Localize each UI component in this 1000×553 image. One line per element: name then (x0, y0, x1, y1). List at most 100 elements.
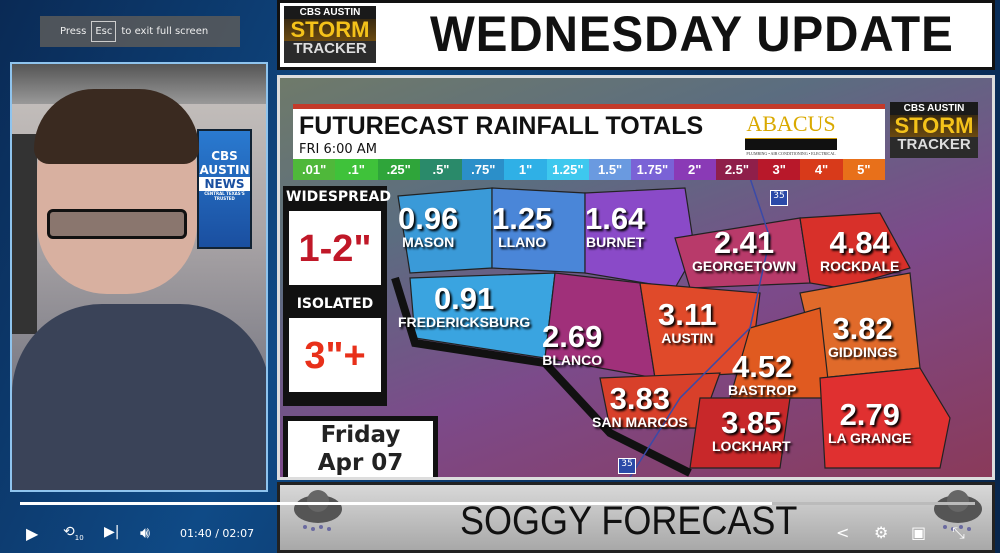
share-icon: < (836, 523, 850, 542)
page-title: WEDNESDAY UPDATE (430, 6, 954, 62)
logo-line1: STORM (890, 115, 978, 137)
notice-text: to exit full screen (121, 26, 209, 37)
region-shadow (391, 276, 692, 477)
progress-fill (20, 502, 772, 505)
county-value: 2.69 (542, 319, 603, 354)
next-button[interactable]: ▶| (104, 524, 119, 540)
legend-swatch: .01" (293, 159, 336, 180)
webcam-video: CBS AUSTIN NEWS CENTRAL TEXAS'S TRUSTED (10, 62, 268, 492)
county-label: 3.82 GIDDINGS (828, 311, 898, 360)
exit-fullscreen-button[interactable]: ⤡ (952, 523, 965, 543)
county-value: 0.96 (398, 201, 459, 236)
county-label: 2.69 BLANCO (542, 319, 603, 368)
monitor-logo-line2: AUSTIN (199, 163, 250, 177)
rainfall-legend: .01" .1" .25" .5" .75" 1" 1.25" 1.5" 1.75" 2" 2.5"… (293, 159, 885, 180)
logo-network: CBS AUSTIN (284, 6, 376, 19)
person-shirt (12, 304, 266, 490)
date-date: Apr 07 (317, 450, 404, 476)
notice-key: Esc (91, 21, 117, 42)
county-rockdale (799, 212, 911, 289)
county-value: 0.91 (433, 281, 495, 316)
county-value: 4.52 (732, 349, 793, 384)
map-time: FRI 6:00 AM (299, 142, 377, 157)
interstate-shield: 35 (618, 458, 636, 474)
storm-tracker-logo: CBS AUSTIN STORM TRACKER (890, 102, 978, 158)
county-name: FREDERICKSBURG (398, 314, 531, 330)
county-value: 1.25 (492, 201, 553, 236)
gear-icon: ⚙ (874, 523, 889, 542)
county-value: 3.82 (832, 311, 893, 346)
isolated-value: 3"+ (286, 315, 384, 395)
bottom-banner: SOGGY FORECAST (277, 482, 995, 553)
progress-bar[interactable] (20, 502, 975, 505)
sponsor-logo: ABACUS PLUMBING • AIR CONDITIONING • ELE… (741, 111, 841, 156)
futurecast-header: FUTURECAST RAINFALL TOTALS FRI 6:00 AM A… (293, 104, 885, 159)
legend-swatch: .5" (419, 159, 463, 180)
legend-swatch: 1.5" (588, 159, 632, 180)
logo-network: CBS AUSTIN (890, 102, 978, 115)
county-name: AUSTIN (661, 330, 714, 346)
sponsor-tagline: PLUMBING • AIR CONDITIONING • ELECTRICAL (746, 151, 836, 156)
county-label: 0.96 MASON (398, 201, 459, 250)
legend-swatch: 1" (504, 159, 547, 180)
county-name: MASON (402, 234, 455, 250)
current-time: 01:40 (180, 527, 212, 540)
interstate-shield: 35 (770, 190, 788, 206)
logo-line2: TRACKER (897, 136, 971, 153)
picture-in-picture-button[interactable]: ▣ (911, 523, 926, 542)
header-banner: CBS AUSTIN STORM TRACKER WEDNESDAY UPDAT… (277, 0, 995, 70)
logo-line1: STORM (284, 19, 376, 41)
county-name: LLANO (498, 234, 547, 250)
county-name: BASTROP (728, 382, 797, 398)
legend-swatch: 1.25" (546, 159, 589, 180)
legend-swatch: .1" (335, 159, 378, 180)
county-label: 3.11 AUSTIN (658, 297, 717, 346)
monitor-logo-line1: CBS (211, 149, 238, 163)
next-icon: ▶| (104, 524, 120, 540)
logo-line2: TRACKER (293, 40, 367, 57)
studio-equipment (12, 134, 37, 334)
time-display: 01:40 / 02:07 (180, 527, 254, 540)
county-la-grange (819, 367, 951, 469)
time-separator: / (215, 527, 219, 540)
county-lockhart (689, 397, 791, 469)
county-name: ROCKDALE (820, 258, 900, 274)
legend-swatch: .25" (377, 159, 420, 180)
legend-swatch: 2.5" (715, 159, 759, 180)
highway-line (629, 177, 771, 477)
county-value: 3.11 (658, 297, 717, 332)
county-label: 3.83 SAN MARCOS (592, 381, 688, 430)
county-name: LA GRANGE (828, 430, 912, 446)
settings-button[interactable]: ⚙ (874, 523, 888, 542)
county-name: BURNET (586, 234, 645, 250)
date-day: Friday (320, 422, 401, 448)
banner-title: SOGGY FORECAST (460, 499, 798, 543)
county-label: 4.84 ROCKDALE (820, 225, 900, 274)
county-name: GIDDINGS (828, 344, 898, 360)
isolated-label: ISOLATED (286, 293, 384, 315)
legend-swatch: 5" (842, 159, 885, 180)
map-title: FUTURECAST RAINFALL TOTALS (299, 112, 704, 140)
county-value: 4.84 (829, 225, 890, 260)
county-value: 3.83 (609, 381, 670, 416)
legend-swatch: 3" (758, 159, 801, 180)
county-label: 1.25 LLANO (492, 201, 553, 250)
county-label: 0.91 FREDERICKSBURG (398, 281, 531, 330)
cbs-news-monitor: CBS AUSTIN NEWS CENTRAL TEXAS'S TRUSTED (197, 129, 252, 249)
replay-10-icon: ⟲ (63, 524, 75, 540)
share-button[interactable]: < (836, 523, 849, 542)
volume-button[interactable]: 🔊︎ (140, 523, 150, 543)
legend-swatch: 2" (673, 159, 716, 180)
date-box: Friday Apr 07 (283, 416, 438, 477)
legend-swatch: 4" (800, 159, 843, 180)
person-glasses (47, 209, 187, 239)
sponsor-bar (745, 138, 837, 150)
replay-10-button[interactable]: ⟲10 (63, 524, 84, 542)
play-button[interactable]: ▶ (26, 524, 38, 543)
rain-summary-panel: WIDESPREAD 1-2" ISOLATED 3"+ (283, 186, 391, 406)
widespread-label: WIDESPREAD (286, 186, 391, 208)
county-name: LOCKHART (712, 438, 791, 454)
picture-in-picture-icon: ▣ (911, 523, 927, 542)
rain-cloud-icon (294, 490, 342, 531)
rainfall-map: 35 35 FUTURECAST RAINFALL TOTALS FRI 6:0… (277, 75, 995, 480)
